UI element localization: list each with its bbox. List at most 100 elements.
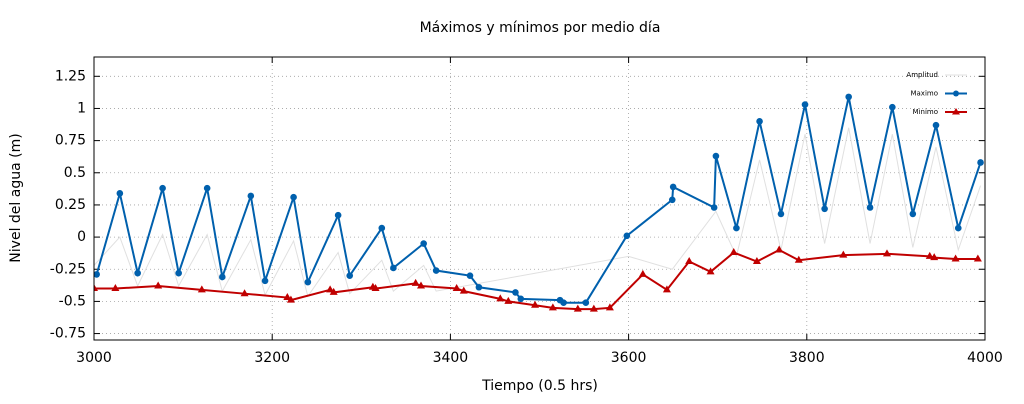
point [839, 250, 848, 258]
point [420, 240, 427, 247]
x-tick-label: 4000 [967, 350, 1003, 366]
legend-label: Minimo [913, 108, 938, 116]
point [283, 293, 292, 301]
point [290, 193, 297, 201]
y-tick-label: -0.75 [50, 326, 86, 342]
y-tick-label: 0 [77, 229, 86, 245]
point [638, 269, 647, 277]
point [531, 300, 540, 308]
legend-marker [953, 90, 959, 97]
point [589, 304, 598, 312]
y-tick-label: 0.5 [64, 165, 86, 181]
point [930, 253, 939, 261]
point [951, 254, 960, 262]
x-tick-label: 3200 [254, 350, 290, 366]
point [452, 284, 461, 292]
point [219, 273, 226, 281]
point [94, 271, 100, 278]
point [801, 101, 809, 108]
point [371, 284, 380, 292]
point [662, 285, 671, 293]
y-tick-label: 0.25 [55, 197, 86, 213]
point [560, 299, 567, 306]
legend-label: Amplitud [906, 71, 938, 79]
point [582, 299, 590, 306]
legend-label: Maximo [910, 90, 938, 98]
point [475, 283, 483, 291]
series-line [94, 127, 982, 298]
point [175, 269, 182, 277]
point [889, 103, 896, 111]
y-tick-label: 0.75 [55, 133, 86, 149]
point [973, 254, 982, 262]
point [466, 272, 474, 279]
point [777, 210, 785, 218]
plot [94, 93, 984, 312]
point [669, 183, 677, 191]
point [706, 267, 715, 275]
y-axis-label: Nivel del agua (m) [8, 133, 24, 262]
point [94, 284, 98, 292]
x-tick-label: 3800 [789, 350, 825, 366]
point [756, 118, 763, 125]
point [794, 255, 803, 263]
point [504, 296, 513, 304]
chart-title: Máximos y mínimos por medio día [420, 20, 661, 36]
series-line [95, 96, 982, 304]
point [821, 205, 828, 213]
point [459, 286, 468, 294]
y-tick-label: -0.5 [59, 293, 86, 309]
point [261, 277, 269, 285]
point [517, 295, 525, 303]
point [623, 232, 631, 240]
point [346, 272, 354, 279]
point [573, 304, 582, 312]
point [116, 190, 124, 197]
point [432, 267, 440, 274]
point [326, 285, 335, 293]
point [845, 93, 852, 101]
plot-border [93, 56, 986, 341]
point [411, 278, 420, 286]
point [866, 204, 874, 211]
point [286, 295, 295, 303]
point [977, 159, 984, 166]
x-tick-label: 3000 [76, 350, 112, 366]
point [909, 210, 917, 218]
y-tick-label: -0.25 [50, 261, 86, 277]
point [197, 285, 206, 293]
point [710, 204, 718, 211]
point [729, 248, 738, 256]
point [111, 284, 120, 292]
point [378, 224, 386, 232]
point [247, 192, 255, 200]
point [154, 281, 163, 289]
legend-marker [952, 108, 960, 115]
point [203, 184, 211, 192]
point [685, 257, 694, 265]
point [712, 152, 720, 160]
point [390, 264, 397, 272]
point [329, 287, 338, 295]
y-tick-label: 1.25 [55, 68, 86, 84]
x-tick-label: 3400 [433, 350, 469, 366]
point [512, 289, 519, 296]
y-tick-label: 1 [77, 100, 86, 116]
point [605, 303, 614, 311]
point [334, 211, 342, 219]
point [882, 249, 891, 257]
point [752, 257, 761, 265]
point [954, 224, 962, 232]
point [240, 289, 249, 297]
point [159, 184, 166, 192]
point [416, 281, 425, 289]
x-axis-label: Tiempo (0.5 hrs) [481, 378, 598, 394]
point [496, 294, 505, 302]
point [304, 278, 312, 286]
point [733, 224, 740, 232]
point [668, 196, 676, 204]
point [548, 303, 557, 311]
point [925, 251, 934, 259]
